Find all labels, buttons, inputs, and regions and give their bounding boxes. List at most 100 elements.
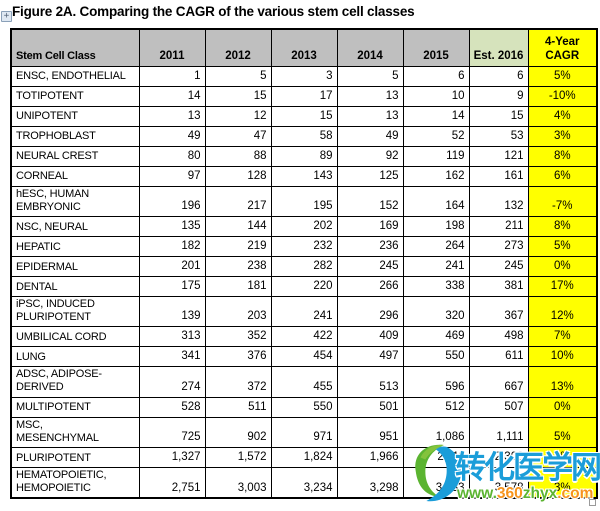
year-value-cell: 203 [204,295,272,328]
year-value-cell: 144 [204,215,272,237]
year-value-cell: 217 [204,185,272,217]
stem-cell-class-cell: LUNG [10,346,140,368]
year-value-cell: 232 [270,235,338,257]
year-value-cell: 2,751 [138,467,206,499]
header-cell-stem-cell-class: Stem Cell Class [10,28,140,67]
stem-cell-class-cell: MSC, MESENCHYMAL [10,416,140,449]
year-value-cell: 132 [468,185,529,217]
year-value-cell: 161 [468,165,529,187]
year-value-cell: 725 [138,416,206,449]
year-value-cell: 13 [336,105,404,127]
year-value-cell: 320 [402,295,470,328]
stem-cell-class-cell: EPIDERMAL [10,255,140,277]
year-value-cell: 15 [270,105,338,127]
table-row: iPSC, INDUCED PLURIPOTENT 139 203 241 296 320… [10,295,598,328]
year-value-cell: 182 [138,235,206,257]
year-value-cell: 5 [204,65,272,87]
year-value-cell: 1,824 [270,447,338,468]
year-value-cell: 169 [336,215,404,237]
year-value-cell: 13 [138,105,206,127]
year-value-cell: 951 [336,416,404,449]
year-value-cell: 338 [402,275,470,297]
year-value-cell: 313 [138,326,206,348]
table-row: ENSC, ENDOTHELIAL 1 5 3 5 6 6 5% [10,65,598,87]
year-value-cell: 2,308 [468,447,529,468]
year-value-cell: 245 [336,255,404,277]
stem-cell-class-cell: TOTIPOTENT [10,85,140,107]
year-value-cell: 198 [402,215,470,237]
year-value-cell: 202 [270,215,338,237]
year-value-cell: 3,298 [336,467,404,499]
table-row: HEMATOPOIETIC, HEMOPOIETIC 2,751 3,003 3,23… [10,467,598,499]
cagr-cell: 3% [527,467,598,499]
year-value-cell: 3,578 [468,467,529,499]
year-value-cell: 282 [270,255,338,277]
stem-cell-class-cell: PLURIPOTENT [10,447,140,468]
stem-cell-class-cell: HEMATOPOIETIC, HEMOPOIETIC [10,467,140,499]
year-value-cell: 245 [468,255,529,277]
cagr-cell: 4% [527,105,598,127]
year-value-cell: 1,572 [204,447,272,468]
table-row: TROPHOBLAST 49 47 58 49 52 53 3% [10,125,598,147]
year-value-cell: 17 [270,85,338,107]
cagr-cell: 13% [527,366,598,398]
year-value-cell: 367 [468,295,529,328]
year-value-cell: 80 [138,145,206,167]
year-value-cell: 238 [204,255,272,277]
table-body: ENSC, ENDOTHELIAL 1 5 3 5 6 6 5% TOTIPOTENT 14 15 1… [10,65,598,499]
year-value-cell: 53 [468,125,529,147]
year-value-cell: 152 [336,185,404,217]
year-value-cell: 47 [204,125,272,147]
table-row: NSC, NEURAL 135 144 202 169 198 211 8% [10,215,598,237]
expand-icon[interactable]: + [1,11,12,22]
year-value-cell: 195 [270,185,338,217]
year-value-cell: 211 [468,215,529,237]
year-value-cell: 1 [138,65,206,87]
stem-cell-class-cell: MULTIPOTENT [10,396,140,418]
year-value-cell: 181 [204,275,272,297]
figure-title: Figure 2A. Comparing the CAGR of the var… [12,4,415,19]
year-value-cell: 241 [402,255,470,277]
year-value-cell: 6 [468,65,529,87]
year-value-cell: 2,111 [402,447,470,468]
year-value-cell: 3 [270,65,338,87]
table-row: MSC, MESENCHYMAL 725 902 971 951 1,086 1,111 5% [10,416,598,449]
year-value-cell: 455 [270,366,338,398]
year-value-cell: 454 [270,346,338,368]
year-value-cell: 511 [204,396,272,418]
stem-cell-class-cell: hESC, HUMAN EMBRYONIC [10,185,140,217]
year-value-cell: 49 [138,125,206,147]
year-value-cell: 162 [402,165,470,187]
year-value-cell: 498 [468,326,529,348]
year-value-cell: 501 [336,396,404,418]
year-value-cell: 1,111 [468,416,529,449]
year-value-cell: 296 [336,295,404,328]
cagr-cell: -7% [527,185,598,217]
resize-handle[interactable] [589,499,596,506]
year-value-cell: 236 [336,235,404,257]
year-value-cell: 3,003 [204,467,272,499]
year-value-cell: 266 [336,275,404,297]
year-value-cell: 201 [138,255,206,277]
cagr-cell: 0% [527,396,598,418]
table-row: PLURIPOTENT 1,327 1,572 1,824 1,966 2,111 2,30… [10,447,598,468]
stem-cell-table: Stem Cell Class 2011 2012 2013 2014 2015 Est. … [10,28,598,500]
cagr-cell: 12% [527,295,598,328]
year-value-cell: 241 [270,295,338,328]
year-value-cell: 507 [468,396,529,418]
year-value-cell: 128 [204,165,272,187]
year-value-cell: 89 [270,145,338,167]
stem-cell-class-cell: UNIPOTENT [10,105,140,127]
year-value-cell: 3,234 [270,467,338,499]
table-row: ADSC, ADIPOSE- DERIVED 274 372 455 513 596 667… [10,366,598,398]
year-value-cell: 611 [468,346,529,368]
year-value-cell: 274 [138,366,206,398]
year-value-cell: 273 [468,235,529,257]
stem-cell-class-cell: NEURAL CREST [10,145,140,167]
year-value-cell: 88 [204,145,272,167]
year-value-cell: 372 [204,366,272,398]
stem-cell-class-cell: ENSC, ENDOTHELIAL [10,65,140,87]
year-value-cell: 58 [270,125,338,147]
year-value-cell: 513 [336,366,404,398]
